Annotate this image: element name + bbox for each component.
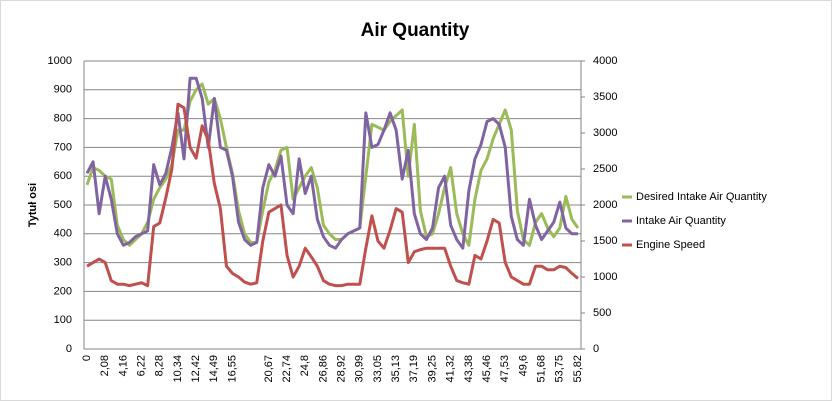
y-tick-label: 1000 — [48, 55, 72, 67]
y2-tick-label: 0 — [593, 343, 599, 355]
series-line — [85, 82, 580, 247]
y-tick-label: 800 — [54, 113, 72, 125]
x-tick-label: 6,22 — [135, 355, 147, 376]
y2-tick-label: 2000 — [593, 199, 617, 211]
x-tick-label: 53,75 — [554, 355, 566, 383]
x-tick-label: 4,16 — [117, 355, 129, 376]
x-tick-label: 55,82 — [572, 355, 584, 383]
x-tick-label: 8,28 — [154, 355, 166, 376]
x-tick-label: 39,25 — [426, 355, 438, 383]
x-tick-label: 10,34 — [172, 355, 184, 383]
series-line — [85, 76, 578, 250]
legend-label: Desired Intake Air Quantity — [636, 191, 767, 203]
y-tick-label: 100 — [54, 314, 72, 326]
x-tick-label: 12,42 — [190, 355, 202, 383]
y2-tick-label: 2500 — [593, 163, 617, 175]
chart-title: Air Quantity — [361, 20, 470, 41]
x-tick-label: 43,38 — [463, 355, 475, 383]
x-tick-label: 45,46 — [481, 355, 493, 383]
y2-tick-label: 500 — [593, 307, 611, 319]
legend-label: Intake Air Quantity — [636, 215, 726, 227]
x-tick-label: 24,8 — [299, 355, 311, 376]
y-tick-label: 900 — [54, 84, 72, 96]
x-tick-label: 16,55 — [226, 355, 238, 383]
y-axis-title: Tytuł osi — [27, 183, 39, 227]
y-tick-label: 400 — [54, 228, 72, 240]
x-tick-label: 41,32 — [445, 355, 457, 383]
x-tick-label: 51,68 — [536, 355, 548, 383]
y-tick-label: 600 — [54, 170, 72, 182]
y-tick-label: 200 — [54, 285, 72, 297]
y-tick-label: 300 — [54, 257, 72, 269]
x-tick-label: 14,49 — [208, 355, 220, 383]
x-tick-label: 0 — [81, 355, 93, 361]
x-tick-label: 49,6 — [517, 355, 529, 376]
x-tick-label: 26,86 — [317, 355, 329, 383]
y2-tick-label: 1500 — [593, 235, 617, 247]
y-tick-label: 700 — [54, 141, 72, 153]
x-tick-label: 30,99 — [354, 355, 366, 383]
x-tick-label: 47,53 — [499, 355, 511, 383]
y2-tick-label: 3000 — [593, 127, 617, 139]
x-tick-label: 37,19 — [408, 355, 420, 383]
series-line — [86, 102, 579, 288]
y2-tick-label: 4000 — [593, 55, 617, 67]
y-tick-label: 500 — [54, 199, 72, 211]
legend-label: Engine Speed — [636, 239, 705, 251]
y2-tick-label: 3500 — [593, 91, 617, 103]
x-tick-label: 28,92 — [335, 355, 347, 383]
x-tick-label: 2,08 — [99, 355, 111, 376]
x-tick-label: 35,13 — [390, 355, 402, 383]
x-tick-label: 20,67 — [263, 355, 275, 383]
x-tick-label: 22,74 — [281, 355, 293, 383]
x-tick-label: 33,05 — [372, 355, 384, 383]
y-tick-label: 0 — [66, 343, 72, 355]
y2-tick-label: 1000 — [593, 271, 617, 283]
